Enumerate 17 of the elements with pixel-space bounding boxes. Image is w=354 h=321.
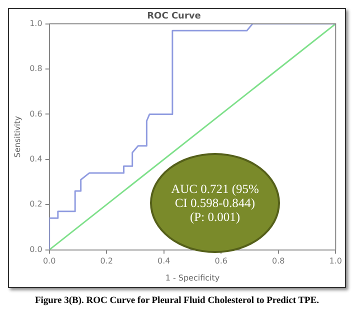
x-tick-label: 0.4 bbox=[157, 256, 170, 266]
y-axis-title: Sensitivity bbox=[12, 116, 22, 158]
y-tick-label: 0.6 bbox=[30, 109, 42, 118]
x-tick-label: 1.0 bbox=[329, 256, 342, 266]
y-tick-label: 0.4 bbox=[30, 154, 42, 164]
y-tick-label: 0.2 bbox=[30, 200, 42, 209]
y-tick-label: 1.0 bbox=[30, 18, 42, 28]
y-tick-label: 0.0 bbox=[30, 244, 42, 254]
y-tick-label: 0.8 bbox=[30, 64, 42, 74]
x-axis-title: 1 - Specificity bbox=[165, 273, 220, 282]
x-tick-label: 0.8 bbox=[272, 256, 285, 266]
x-tick-label: 0.6 bbox=[214, 256, 228, 266]
x-tick-label: 0.0 bbox=[42, 256, 56, 266]
annotation: AUC 0.721 (95% CI 0.598-0.844) (P: 0.001) bbox=[170, 182, 260, 224]
x-tick-label: 0.2 bbox=[100, 256, 113, 266]
caption: Figure 3(B). ROC Curve for Pleural Fluid Cholesterol to Predict TPE. bbox=[34, 296, 320, 306]
chart-title: ROC Curve bbox=[147, 12, 201, 22]
